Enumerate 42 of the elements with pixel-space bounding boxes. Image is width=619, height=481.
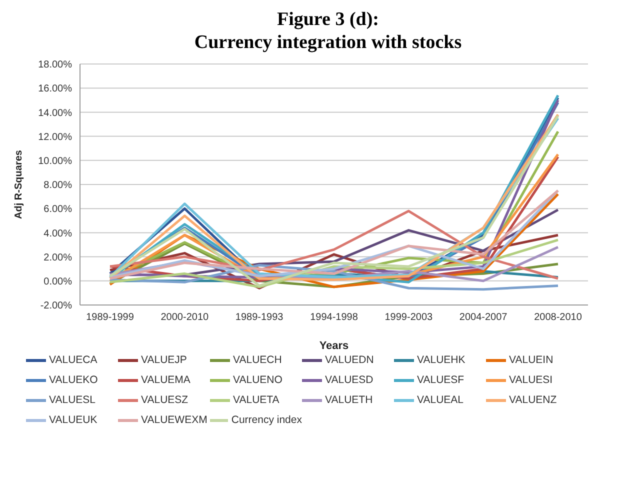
legend-label: VALUESZ <box>141 394 188 406</box>
x-tick-label: 2004-2007 <box>459 312 508 324</box>
legend-label: VALUESF <box>417 374 464 386</box>
x-axis-title: Years <box>319 340 349 352</box>
legend-label: VALUETH <box>325 394 373 406</box>
x-tick-label: 1994-1998 <box>310 312 358 324</box>
legend-label: VALUENO <box>233 374 282 386</box>
legend-label: Currency index <box>231 414 302 426</box>
legend-label: VALUEKO <box>49 374 98 386</box>
x-tick-label: 1989-1999 <box>86 312 134 324</box>
y-axis-title: Adj R-Squares <box>14 150 25 219</box>
legend-label: VALUEDN <box>325 354 374 366</box>
y-tick-label: 2.00% <box>44 252 72 264</box>
legend-label: VALUEUK <box>49 414 98 426</box>
legend-label: VALUEAL <box>417 394 464 406</box>
y-tick-label: 12.00% <box>38 132 72 143</box>
legend-label: VALUESL <box>49 394 96 406</box>
legend-label: VALUETA <box>233 394 280 406</box>
legend-label: VALUEMA <box>141 374 190 386</box>
x-tick-label: 2000-2010 <box>160 312 210 324</box>
y-tick-label: 10.00% <box>38 156 72 167</box>
y-tick-label: 18.00% <box>38 60 72 71</box>
legend-label: VALUEJP <box>141 354 187 366</box>
y-tick-label: 6.00% <box>44 204 72 216</box>
legend-label: VALUESI <box>509 374 553 386</box>
chart-title: Figure 3 (d): Currency integration with stocks <box>193 8 463 54</box>
legend-label: VALUEWEXM <box>141 414 208 426</box>
legend-label: VALUECA <box>49 354 98 366</box>
legend-label: VALUESD <box>325 374 374 386</box>
legend-label: VALUEHK <box>417 354 466 366</box>
y-tick-label: 8.00% <box>44 180 72 192</box>
y-tick-label: 16.00% <box>38 84 72 95</box>
y-tick-label: 4.00% <box>44 228 72 240</box>
y-tick-label: -2.00% <box>40 300 72 312</box>
legend-label: VALUEIN <box>509 354 554 366</box>
x-tick-label: 1999-2003 <box>384 312 434 324</box>
x-tick-label: 1989-1993 <box>235 312 284 324</box>
x-tick-label: 2008-2010 <box>534 312 582 324</box>
y-tick-label: 0.00% <box>44 276 72 288</box>
y-tick-label: 14.00% <box>38 108 72 119</box>
legend-label: VALUECH <box>233 354 282 366</box>
legend-label: VALUENZ <box>509 394 557 406</box>
